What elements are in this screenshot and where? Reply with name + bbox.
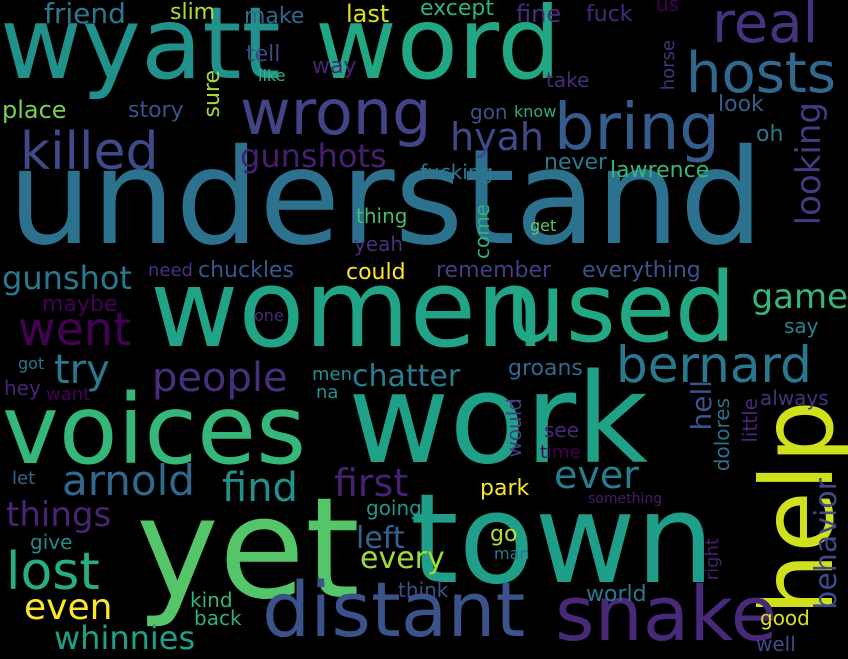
word-chatter: chatter — [352, 359, 461, 394]
word-arnold: arnold — [62, 456, 195, 505]
word-looking: looking — [789, 102, 829, 226]
word-want: want — [46, 384, 91, 405]
word-something: something — [588, 491, 663, 507]
word-lost: lost — [6, 542, 100, 602]
word-world: world — [586, 582, 647, 607]
word-town: town — [410, 468, 715, 612]
word-used: used — [505, 252, 736, 364]
word-find: find — [222, 465, 298, 511]
word-would: would — [502, 398, 526, 458]
word-hyah: hyah — [450, 115, 544, 159]
word-make: make — [244, 4, 305, 29]
word-voices: voices — [2, 374, 307, 486]
word-friend: friend — [44, 0, 126, 30]
word-well: well — [756, 632, 796, 656]
word-tell: tell — [246, 42, 281, 67]
word-understand: understand — [8, 121, 764, 275]
word-except: except — [420, 0, 495, 21]
word-need: need — [148, 260, 193, 281]
word-right: right — [702, 538, 723, 581]
word-maybe: maybe — [42, 292, 118, 317]
word-sure: sure — [200, 70, 225, 118]
word-yet: yet — [136, 468, 360, 631]
word-always: always — [760, 386, 829, 410]
word-never: never — [544, 150, 608, 175]
word-like: like — [258, 66, 286, 85]
word-see: see — [544, 418, 580, 442]
word-look: look — [718, 92, 764, 117]
word-every: every — [360, 541, 445, 576]
word-word: word — [315, 0, 561, 102]
word-remember: remember — [436, 258, 552, 283]
word-chuckles: chuckles — [198, 258, 294, 283]
word-take: take — [546, 68, 590, 92]
word-good: good — [760, 606, 810, 630]
word-first: first — [334, 461, 409, 505]
word-slim: slim — [170, 0, 216, 25]
word-us: us — [656, 0, 680, 16]
word-thing: thing — [356, 204, 408, 228]
word-hosts: hosts — [686, 41, 837, 106]
word-things: things — [6, 495, 112, 535]
word-women: women — [150, 247, 545, 372]
word-left: left — [356, 521, 405, 556]
word-hey: hey — [4, 376, 41, 400]
word-come: come — [470, 204, 494, 260]
word-men: men — [312, 364, 353, 385]
word-going: going — [366, 496, 422, 520]
word-fine: fine — [516, 0, 562, 28]
word-gon: gon — [470, 100, 508, 124]
word-behavior: behavior — [809, 478, 844, 610]
word-give: give — [30, 530, 73, 554]
word-work: work — [348, 348, 649, 492]
word-place: place — [2, 96, 67, 124]
word-try: try — [54, 347, 110, 393]
word-know: know — [514, 102, 557, 121]
word-everything: everything — [582, 258, 701, 283]
word-wrong: wrong — [240, 76, 432, 149]
word-dolores: dolores — [710, 398, 734, 472]
word-game: game — [751, 277, 848, 317]
word-one: one — [254, 306, 284, 325]
word-let: let — [12, 468, 36, 489]
word-story: story — [128, 98, 184, 123]
word-whinnies: whinnies — [54, 619, 196, 657]
word-man: man — [494, 544, 530, 563]
word-even: even — [24, 587, 113, 628]
word-got: got — [18, 354, 45, 373]
word-wyatt: wyatt — [0, 0, 281, 102]
word-back: back — [194, 606, 242, 630]
word-little: little — [738, 398, 762, 443]
word-na: na — [316, 382, 339, 403]
word-yeah: yeah — [354, 232, 404, 256]
word-go: go — [490, 522, 518, 547]
word-fucking: fucking — [420, 160, 494, 184]
word-fuck: fuck — [586, 2, 633, 27]
word-snake: snake — [555, 569, 778, 658]
word-horse: horse — [658, 40, 679, 91]
word-gunshot: gunshot — [2, 259, 132, 297]
word-gunshots: gunshots — [240, 137, 387, 175]
word-killed: killed — [20, 122, 159, 182]
word-could: could — [346, 260, 406, 285]
word-get: get — [530, 216, 557, 235]
word-groans: groans — [508, 356, 583, 381]
word-think: think — [398, 578, 449, 602]
word-distant: distant — [262, 565, 526, 654]
word-park: park — [480, 476, 530, 501]
word-people: people — [152, 355, 288, 401]
word-oh: oh — [756, 122, 784, 147]
word-bernard: bernard — [616, 336, 812, 394]
word-lawrence: lawrence — [610, 158, 710, 183]
word-kind: kind — [190, 588, 233, 612]
word-ever: ever — [554, 453, 639, 497]
word-real: real — [712, 0, 819, 56]
word-way: way — [312, 54, 357, 79]
word-last: last — [346, 0, 390, 28]
word-say: say — [784, 314, 819, 338]
word-went: went — [18, 302, 132, 356]
word-time: time — [540, 442, 581, 463]
word-bring: bring — [554, 91, 720, 165]
